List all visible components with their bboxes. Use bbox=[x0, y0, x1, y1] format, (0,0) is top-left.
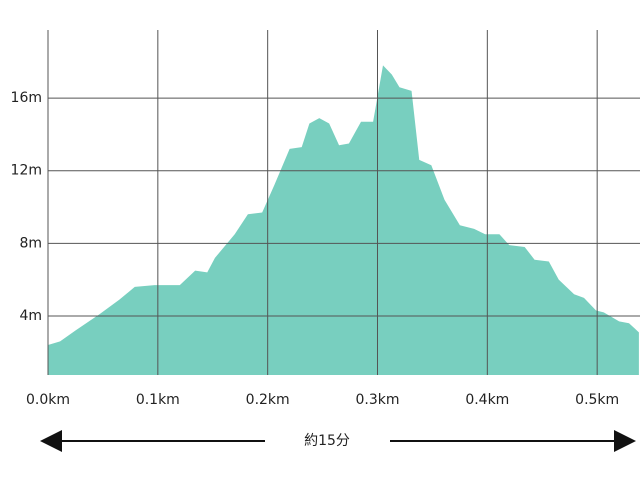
x-tick-label: 0.3km bbox=[355, 392, 399, 408]
arrow-head-right bbox=[614, 430, 636, 452]
y-tick-label: 16m bbox=[11, 90, 42, 106]
elevation-area bbox=[48, 65, 639, 375]
y-tick-label: 4m bbox=[19, 308, 42, 324]
duration-label: 約15分 bbox=[304, 433, 350, 449]
y-tick-label: 12m bbox=[11, 163, 42, 179]
x-tick-label: 0.0km bbox=[26, 392, 70, 408]
duration-arrow: 約15分 bbox=[40, 430, 636, 452]
x-tick-label: 0.1km bbox=[136, 392, 180, 408]
arrow-head-left bbox=[40, 430, 62, 452]
y-tick-label: 8m bbox=[19, 235, 42, 251]
plot: 4m 8m 12m 16m 0.0km 0.1km 0.2km 0.3km 0.4km 0.5km bbox=[11, 30, 640, 408]
x-tick-label: 0.5km bbox=[575, 392, 619, 408]
x-tick-label: 0.4km bbox=[465, 392, 509, 408]
x-tick-label: 0.2km bbox=[246, 392, 290, 408]
